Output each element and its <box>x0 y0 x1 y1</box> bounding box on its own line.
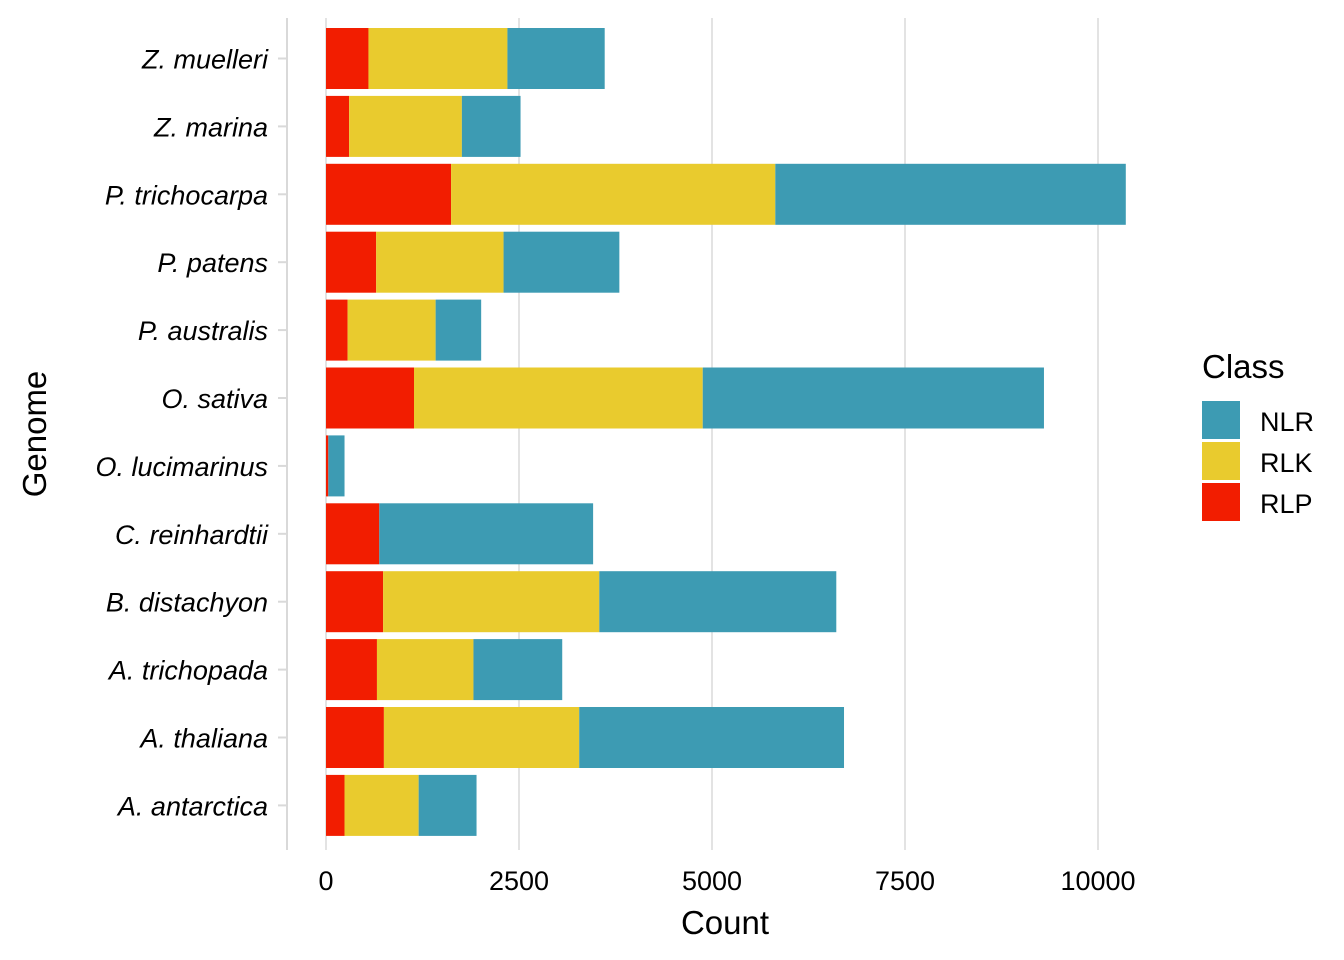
bar-nlr <box>461 95 521 157</box>
bar-rlp <box>326 28 369 89</box>
bar-nlr <box>379 503 594 565</box>
bar-rlp <box>326 435 329 497</box>
legend-key-rlp <box>1202 483 1240 521</box>
bar-rlk <box>383 571 600 633</box>
bar-rlp <box>326 231 377 293</box>
y-tick-label: P. trichocarpa <box>105 180 268 210</box>
bar-rlk <box>349 95 462 157</box>
y-tick-label: A. antarctica <box>116 791 268 821</box>
bar-rlk <box>451 163 776 225</box>
bar-rlk <box>368 28 508 89</box>
bar-rlp <box>326 299 348 361</box>
y-tick-label: P. patens <box>157 248 268 278</box>
x-axis-title: Count <box>681 904 769 941</box>
legend-label: NLR <box>1260 407 1314 437</box>
bar-nlr <box>775 163 1126 225</box>
bar-rlp <box>326 367 415 429</box>
bar-nlr <box>702 367 1044 429</box>
y-axis-title: Genome <box>16 371 53 498</box>
legend: Class NLR RLK RLP <box>1202 348 1314 521</box>
bar-nlr <box>507 28 605 89</box>
bar-nlr <box>473 639 563 701</box>
bar-rlk <box>347 299 436 361</box>
y-tick-label: A. thaliana <box>138 724 268 754</box>
bar-rlk <box>383 707 580 768</box>
x-tick-label: 7500 <box>875 866 935 896</box>
bar-rlp <box>326 639 377 701</box>
legend-key-rlk <box>1202 442 1240 480</box>
y-tick-label: C. reinhardtii <box>115 520 269 550</box>
bar-rlp <box>326 707 384 768</box>
bar-nlr <box>328 435 345 497</box>
y-tick-label: Z. marina <box>153 112 268 142</box>
x-tick-label: 10000 <box>1060 866 1135 896</box>
bar-rlp <box>326 774 345 836</box>
bar-nlr <box>599 571 837 633</box>
bar-rlp <box>326 503 380 565</box>
x-tick-label: 5000 <box>682 866 742 896</box>
bar-nlr <box>503 231 620 293</box>
bar-rlk <box>376 639 474 701</box>
y-tick-label: B. distachyon <box>106 588 268 618</box>
y-tick-labels: A. antarctica A. thaliana A. trichopada B. … <box>95 45 287 821</box>
x-tick-label: 2500 <box>489 866 549 896</box>
bar-nlr <box>418 774 477 836</box>
y-tick-label: O. sativa <box>161 384 268 414</box>
bar-rlp <box>326 163 452 225</box>
bar-nlr <box>435 299 482 361</box>
y-tick-label: P. australis <box>138 316 268 346</box>
bar-nlr <box>579 707 845 768</box>
bar-rlk <box>344 774 419 836</box>
x-tick-labels: 0 2500 5000 7500 10000 <box>318 866 1135 896</box>
y-tick-label: Z. muelleri <box>141 45 269 75</box>
bar-rlk <box>376 231 504 293</box>
x-tick-label: 0 <box>318 866 333 896</box>
y-tick-label: O. lucimarinus <box>95 452 268 482</box>
bar-rlk <box>414 367 703 429</box>
legend-key-nlr <box>1202 401 1240 439</box>
bars <box>326 28 1126 836</box>
legend-label: RLK <box>1260 448 1313 478</box>
legend-label: RLP <box>1260 489 1313 519</box>
bar-rlp <box>326 571 384 633</box>
y-tick-label: A. trichopada <box>107 656 268 686</box>
bar-rlp <box>326 95 350 157</box>
legend-title: Class <box>1202 348 1285 385</box>
